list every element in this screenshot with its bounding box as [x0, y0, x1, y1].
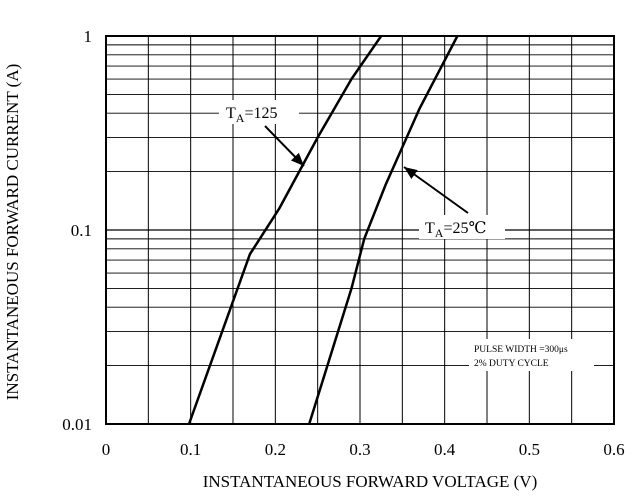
series-line-ta-125 [187, 35, 383, 425]
y-axis-label: INSTANTANEOUS FORWARD CURRENT (A) [3, 64, 22, 401]
plot-frame [105, 35, 615, 425]
annotation-arrow-head [404, 167, 418, 180]
x-tick-label: 0 [102, 440, 111, 459]
x-tick-label: 0.6 [603, 440, 624, 459]
annotation-arrow-head [290, 152, 304, 166]
x-tick-label: 0.1 [180, 440, 201, 459]
y-tick-label: 0.01 [62, 415, 92, 434]
x-tick-label: 0.4 [434, 440, 456, 459]
series-label-background [219, 100, 299, 124]
y-tick-label: 0.1 [71, 221, 92, 240]
x-tick-label: 0.3 [349, 440, 370, 459]
duty-cycle-note: 2% DUTY CYCLE [474, 359, 549, 369]
tick-labels: 0 0.1 0.2 0.3 0.4 0.5 0.6 0.01 0.1 1 [62, 27, 624, 459]
series-label: TA=125 [226, 105, 277, 125]
annotation-arrow-shaft [403, 166, 469, 214]
note-background [469, 339, 594, 371]
x-tick-label: 0.2 [265, 440, 286, 459]
x-axis-label: INSTANTANEOUS FORWARD VOLTAGE (V) [203, 472, 538, 491]
y-tick-label: 1 [84, 27, 93, 46]
x-tick-label: 0.5 [519, 440, 540, 459]
series-label-background [419, 215, 505, 239]
series-labels: TA=125 TA=25℃ [219, 100, 505, 240]
series-label: TA=25℃ [425, 220, 486, 240]
curves [187, 35, 459, 425]
series-line-ta-25 [308, 35, 459, 425]
pulse-width-note: PULSE WIDTH =300μs [474, 345, 568, 355]
grid [106, 36, 614, 424]
